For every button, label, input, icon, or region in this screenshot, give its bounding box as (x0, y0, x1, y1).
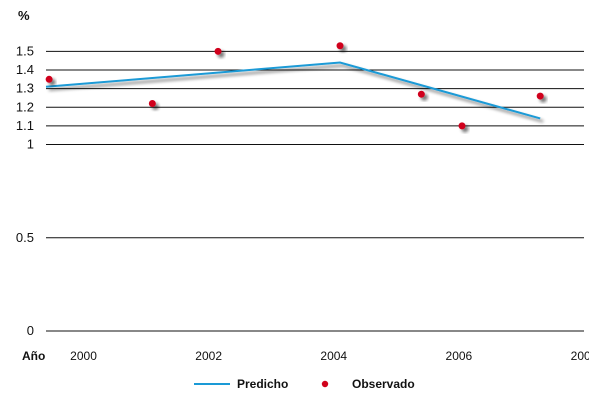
data-point-observado (336, 42, 344, 50)
x-tick-labels: 2000 2002 2004 2006 2008 (70, 349, 589, 363)
y-tick-label: 1.1 (16, 118, 34, 133)
x-tick-label: 2008 (571, 349, 589, 363)
legend-label-predicho: Predicho (237, 377, 288, 391)
legend-dot-swatch (321, 380, 329, 388)
series-line-predicho (45, 61, 541, 120)
y-tick-label: 1.4 (16, 62, 34, 77)
series-layer (45, 42, 544, 130)
legend: Predicho Observado (194, 377, 415, 391)
y-tick-label: 1.5 (16, 43, 34, 58)
x-tick-label: 2004 (320, 349, 347, 363)
data-point-observado (45, 75, 53, 83)
data-point-observado (214, 47, 222, 55)
y-tick-label: 0 (27, 323, 34, 338)
y-tick-label: 0.5 (16, 230, 34, 245)
data-point-observado (417, 90, 425, 98)
x-tick-label: 2006 (446, 349, 473, 363)
legend-label-observado: Observado (352, 377, 415, 391)
grid-lines (46, 50, 584, 332)
y-tick-labels: 0 0.5 1 1.1 1.2 1.3 1.4 1.5 (16, 43, 34, 338)
data-point-observado (148, 100, 156, 108)
x-tick-label: 2002 (195, 349, 222, 363)
y-tick-label: 1 (27, 137, 34, 152)
y-tick-label: 1.2 (16, 99, 34, 114)
x-axis-label: Año (22, 349, 45, 363)
y-axis-label: % (18, 8, 30, 23)
data-point-observado (458, 122, 466, 130)
data-point-observado (536, 92, 544, 100)
x-tick-label: 2000 (70, 349, 97, 363)
y-tick-label: 1.3 (16, 81, 34, 96)
